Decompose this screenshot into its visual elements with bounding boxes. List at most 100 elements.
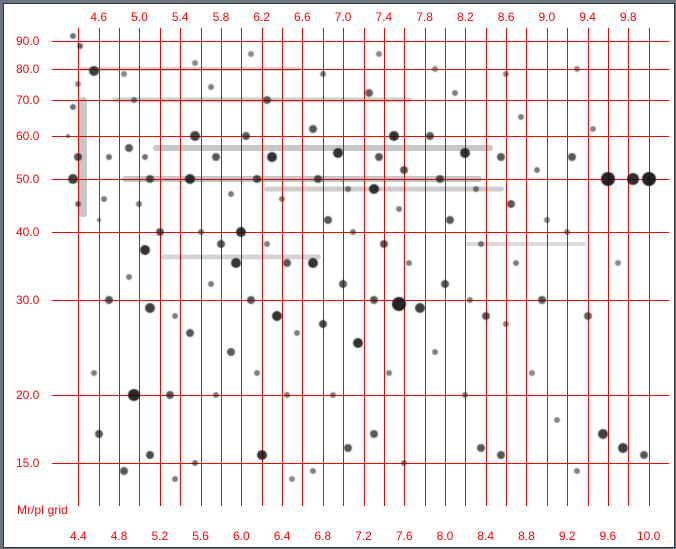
gel-streak [161, 254, 321, 259]
protein-spot [264, 241, 270, 247]
protein-spot [392, 297, 406, 311]
protein-spot [482, 312, 490, 320]
protein-spot [131, 97, 137, 103]
protein-spot [308, 258, 318, 268]
protein-spot [105, 296, 113, 304]
protein-spot [370, 296, 378, 304]
protein-spot [426, 132, 434, 140]
gel-streak [153, 145, 493, 151]
protein-spot [590, 126, 596, 132]
protein-spot [554, 417, 560, 423]
y-tick: 40.0 [16, 225, 39, 239]
y-tick-mark [52, 463, 58, 464]
protein-spot [247, 296, 255, 304]
protein-spot [375, 153, 383, 161]
y-tick-mark [52, 100, 58, 101]
x-tick-bottom: 6.8 [314, 529, 331, 543]
protein-spot [156, 228, 164, 236]
y-tick-mark [52, 136, 58, 137]
protein-spot [263, 96, 271, 104]
protein-spot [538, 296, 546, 304]
protein-spot [574, 468, 580, 474]
x-tick-bottom: 8.4 [477, 529, 494, 543]
protein-spot [166, 391, 174, 399]
gel-streak [122, 176, 482, 182]
protein-spot [70, 104, 76, 110]
y-tick-mark [52, 232, 58, 233]
gel-streak [466, 242, 586, 246]
protein-spot [231, 258, 241, 268]
protein-spot [248, 51, 254, 57]
protein-spot [369, 184, 379, 194]
x-tick-bottom: 6.4 [274, 529, 291, 543]
protein-spot [77, 43, 83, 49]
protein-spot [432, 66, 438, 72]
protein-spot [314, 175, 322, 183]
protein-spot [70, 33, 76, 39]
protein-spot [330, 392, 336, 398]
protein-spot [446, 216, 454, 224]
gridline-horizontal [58, 463, 669, 464]
protein-spot [267, 152, 277, 162]
protein-spot [146, 175, 154, 183]
x-tick-bottom: 7.6 [396, 529, 413, 543]
protein-spot [534, 167, 540, 173]
protein-spot [208, 84, 214, 90]
protein-spot [68, 174, 78, 184]
protein-spot [389, 131, 399, 141]
gridline-horizontal [58, 136, 669, 137]
gel-streak [80, 67, 300, 71]
protein-spot [253, 175, 261, 183]
protein-spot [462, 392, 468, 398]
protein-spot [333, 148, 343, 158]
protein-spot [324, 216, 332, 224]
protein-spot [272, 311, 282, 321]
protein-spot [198, 229, 204, 235]
protein-spot [289, 476, 295, 482]
protein-spot [212, 153, 220, 161]
protein-spot [396, 206, 402, 212]
protein-spot [146, 451, 154, 459]
x-tick-bottom: 4.4 [70, 529, 87, 543]
protein-spot [477, 444, 485, 452]
protein-spot [436, 175, 444, 183]
protein-spot [353, 338, 363, 348]
x-tick-top: 5.8 [213, 10, 230, 24]
x-tick-top: 4.6 [90, 10, 107, 24]
protein-spot [380, 240, 388, 248]
gel-streak [112, 97, 412, 102]
protein-spot [140, 245, 150, 255]
protein-spot [406, 260, 412, 266]
protein-spot [66, 134, 70, 138]
x-tick-top: 9.4 [579, 10, 596, 24]
x-tick-bottom: 4.8 [111, 529, 128, 543]
protein-spot [236, 227, 246, 237]
protein-spot [441, 280, 449, 288]
protein-spot [279, 196, 285, 202]
protein-spot [208, 281, 214, 287]
x-tick-bottom: 9.2 [559, 529, 576, 543]
protein-spot [75, 81, 81, 87]
canvas: Mr/pI grid 4.65.05.45.86.26.67.07.47.88.… [0, 0, 676, 549]
x-tick-bottom: 8.0 [437, 529, 454, 543]
y-tick: 70.0 [16, 93, 39, 107]
protein-spot [615, 260, 621, 266]
x-tick-bottom: 9.6 [600, 529, 617, 543]
x-tick-bottom: 5.6 [192, 529, 209, 543]
y-tick: 20.0 [16, 388, 39, 402]
protein-spot [95, 430, 103, 438]
protein-spot [213, 392, 219, 398]
gridline-horizontal [58, 300, 669, 301]
protein-spot [478, 241, 484, 247]
protein-spot [309, 125, 317, 133]
y-tick-mark [52, 69, 58, 70]
protein-spot [228, 191, 234, 197]
x-tick-top: 9.8 [620, 10, 637, 24]
protein-spot [283, 259, 291, 267]
protein-spot [400, 166, 408, 174]
protein-spot [386, 370, 392, 376]
x-tick-top: 6.2 [253, 10, 270, 24]
y-tick: 30.0 [16, 293, 39, 307]
y-tick: 80.0 [16, 62, 39, 76]
chart-caption: Mr/pI grid [17, 503, 68, 517]
